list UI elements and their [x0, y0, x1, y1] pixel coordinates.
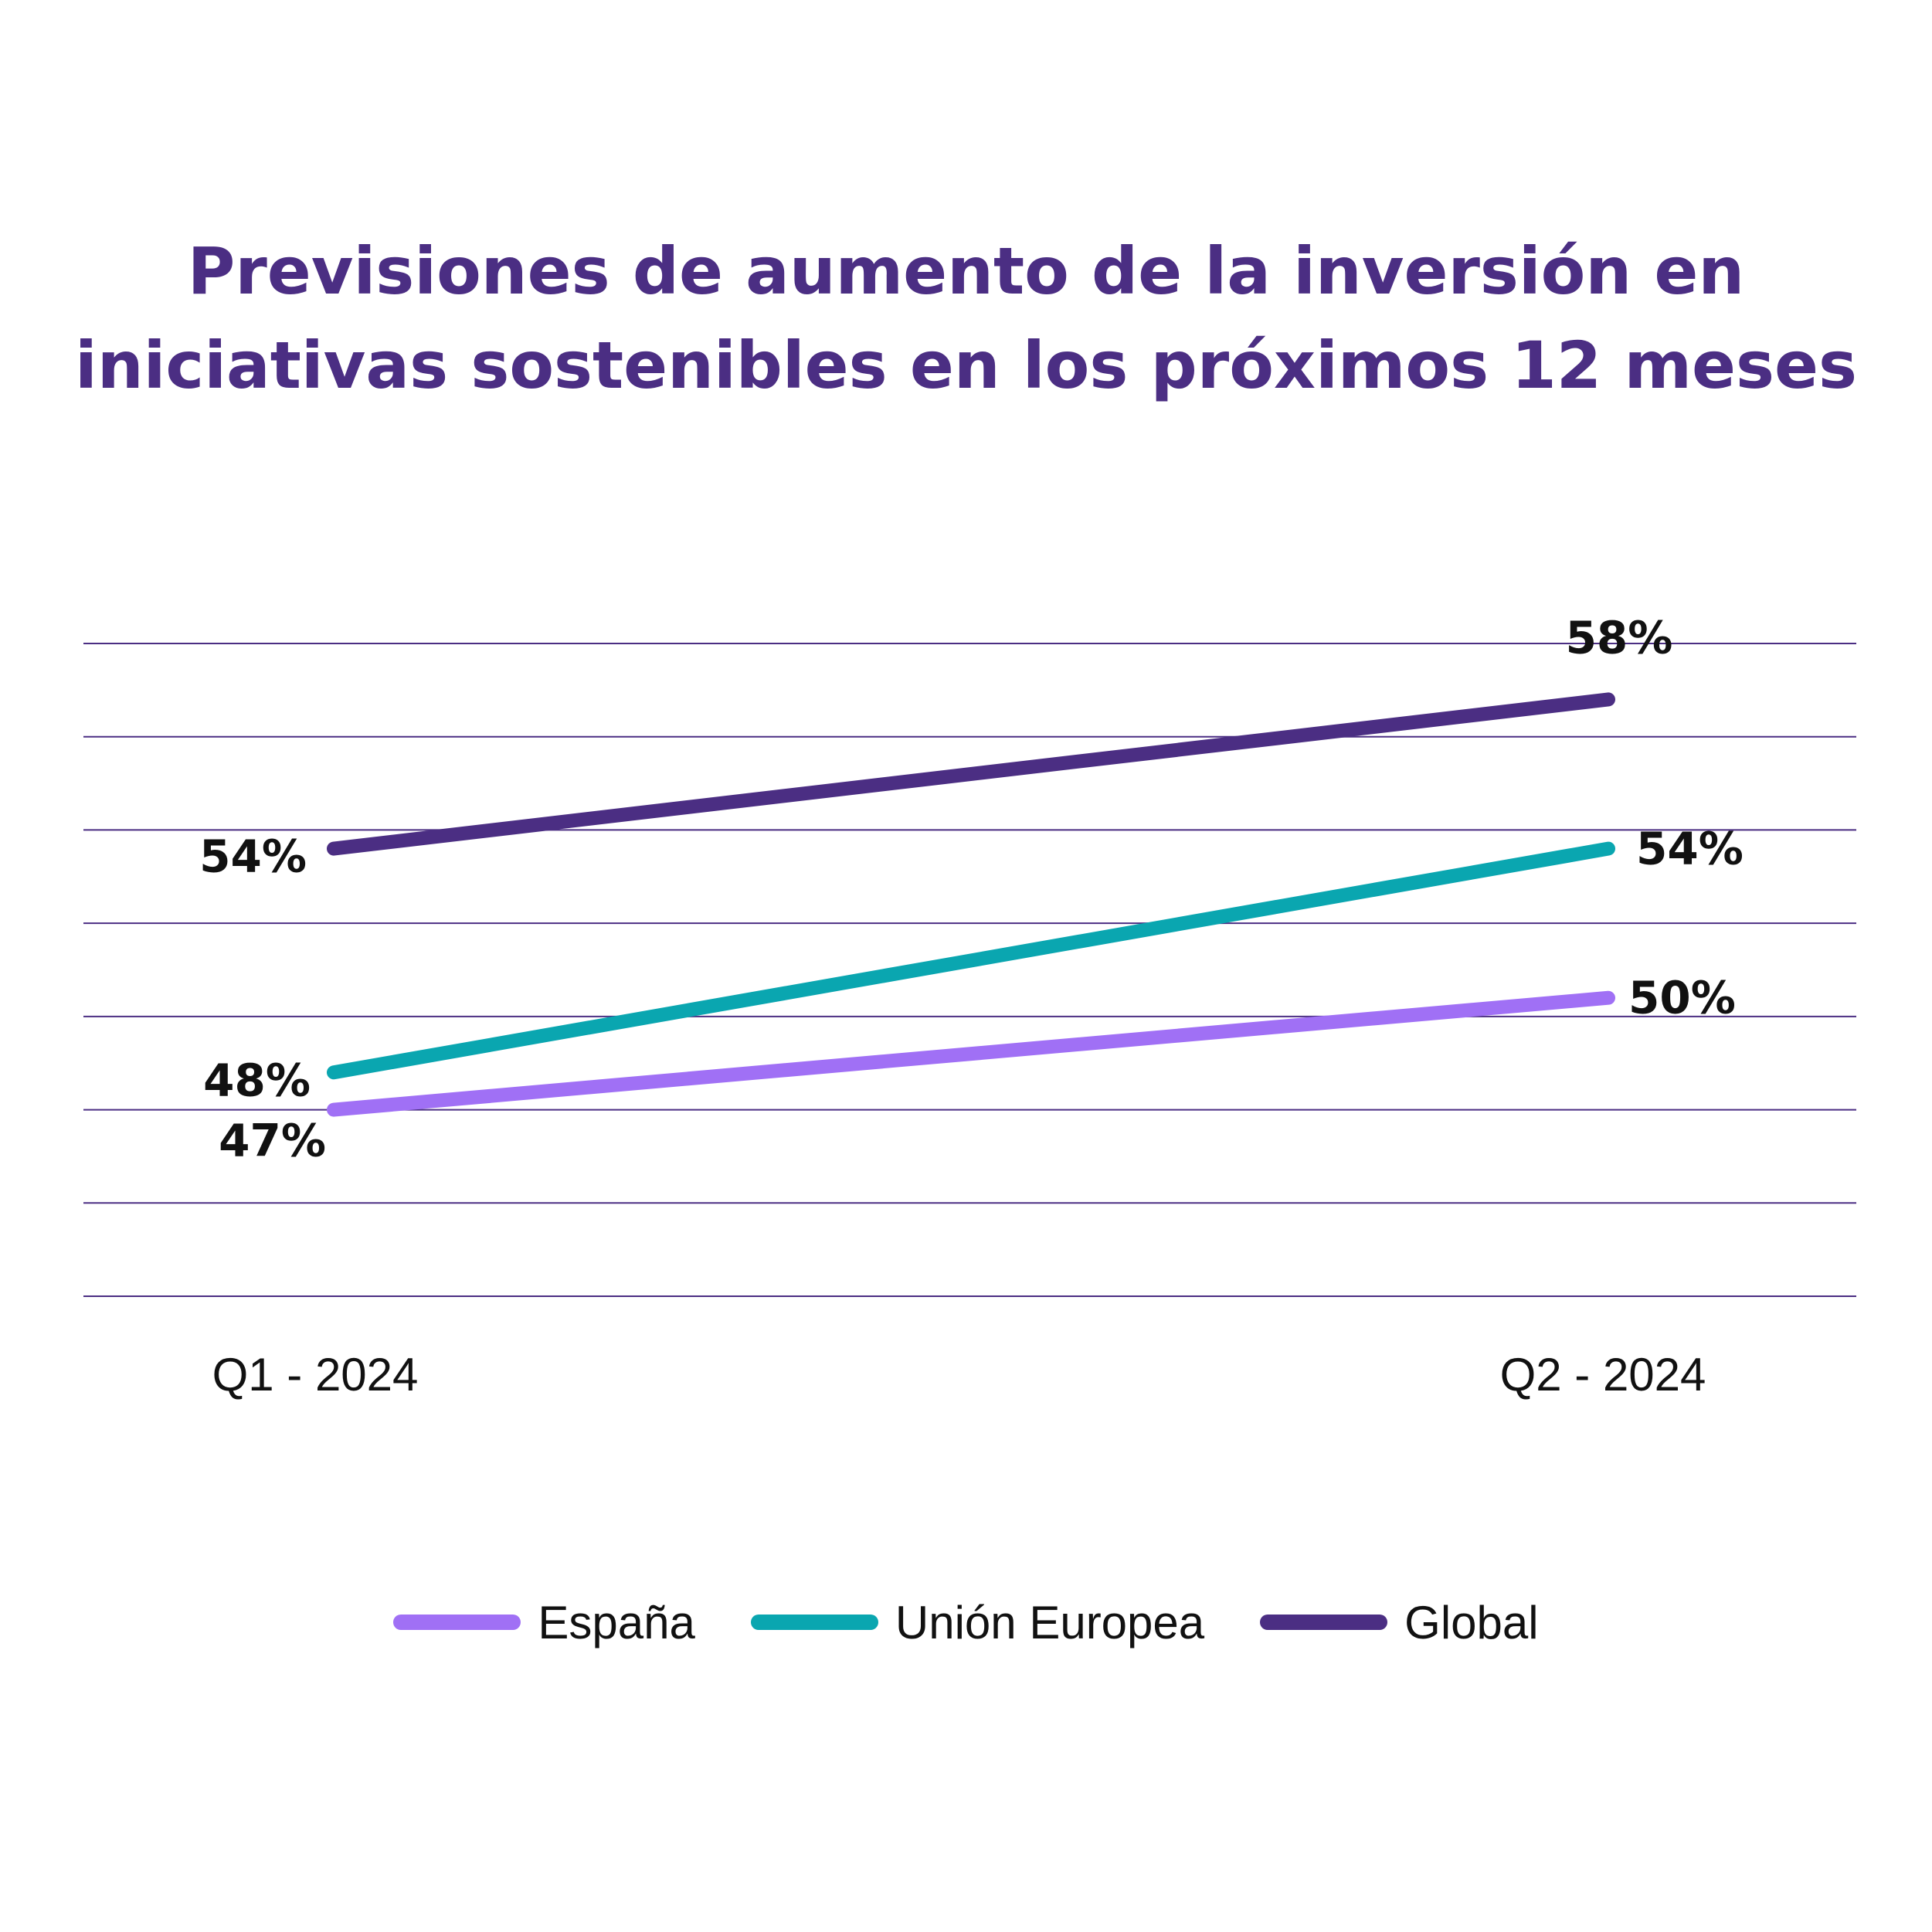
legend-label-union-europea: Unión Europea — [895, 1596, 1205, 1648]
data-label-espana-1: 47% — [219, 1115, 326, 1167]
x-tick-label-2: Q2 - 2024 — [1500, 1349, 1706, 1401]
legend-item-union-europea[interactable]: Unión Europea — [750, 1596, 1205, 1649]
chart-title-line-2: iniciativas sostenibles en los próximos … — [75, 328, 1857, 403]
series-line-union-europea — [327, 841, 1615, 1080]
legend-label-espana: España — [538, 1596, 695, 1648]
series-line-global — [327, 692, 1615, 856]
chart-title: Previsiones de aumento de la inversión e… — [0, 224, 1932, 413]
data-labels: 47% 50% 48% 54% 54% 58% — [199, 611, 1744, 1166]
x-tick-label-1: Q1 - 2024 — [212, 1349, 419, 1401]
series-line-espana — [327, 990, 1615, 1117]
legend-item-espana[interactable]: España — [393, 1596, 695, 1649]
chart-title-line-1: Previsiones de aumento de la inversión e… — [187, 233, 1745, 309]
gridlines — [83, 643, 1856, 1297]
series-lines — [327, 692, 1615, 1117]
data-label-espana-2: 50% — [1628, 972, 1736, 1024]
legend-swatch-union-europea — [750, 1615, 878, 1630]
legend-label-global: Global — [1404, 1596, 1539, 1648]
data-label-global-2: 58% — [1566, 611, 1673, 664]
data-label-union-europea-1: 48% — [203, 1054, 311, 1106]
x-axis-ticks: Q1 - 2024 Q2 - 2024 — [212, 1349, 1706, 1401]
chart-legend: España Unión Europea Global — [0, 1591, 1932, 1653]
data-label-union-europea-2: 54% — [1636, 823, 1744, 875]
data-label-global-1: 54% — [199, 830, 307, 883]
legend-item-global[interactable]: Global — [1260, 1596, 1539, 1649]
legend-swatch-espana — [393, 1615, 521, 1630]
legend-swatch-global — [1260, 1615, 1388, 1630]
